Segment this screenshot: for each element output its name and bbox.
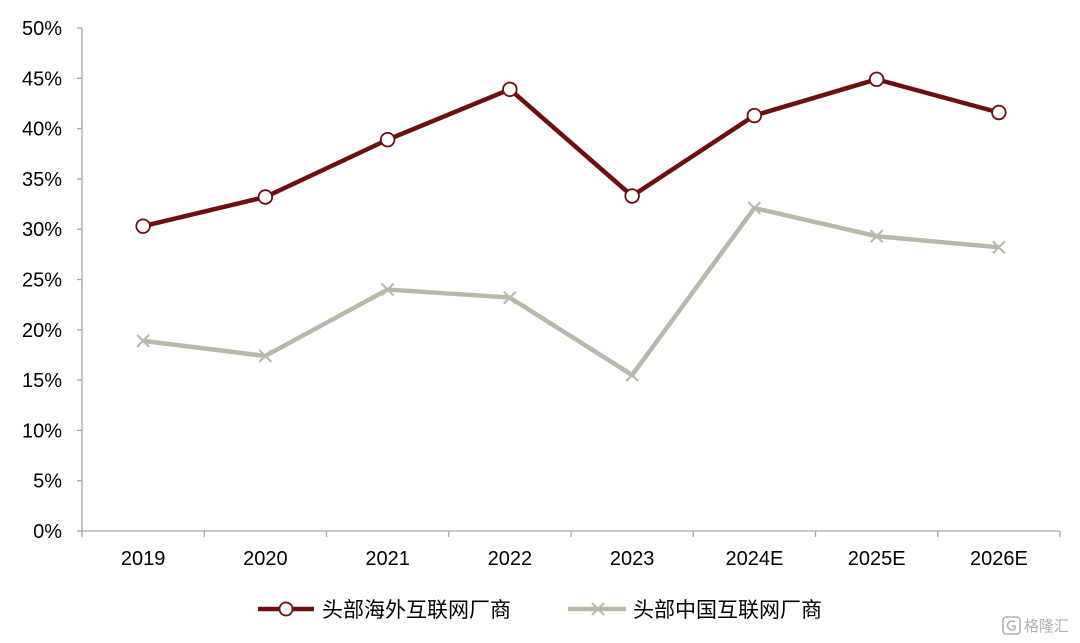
y-tick-label: 30% — [22, 219, 62, 241]
x-tick-label: 2022 — [488, 548, 533, 570]
x-tick-label: 2020 — [243, 548, 288, 570]
legend-item-overseas: 头部海外互联网厂商 — [258, 598, 511, 622]
data-point — [379, 131, 396, 148]
legend-label-overseas: 头部海外互联网厂商 — [322, 598, 511, 622]
watermark-text: 格隆汇 — [1024, 617, 1069, 635]
data-point — [625, 368, 639, 382]
y-tick-label: 0% — [33, 521, 62, 543]
legend-item-china: 头部中国互联网厂商 — [568, 598, 822, 622]
brand-logo-icon — [1002, 616, 1021, 635]
data-point — [991, 104, 1007, 121]
data-point — [503, 290, 517, 305]
data-point — [135, 218, 151, 234]
y-tick-label: 10% — [22, 420, 62, 442]
data-point — [869, 229, 884, 243]
legend-label-china: 头部中国互联网厂商 — [633, 598, 822, 622]
legend-x-marker-icon — [591, 602, 605, 616]
y-tick-label: 25% — [22, 270, 62, 292]
y-axis-labels: 0% 5% 10% 15% 20% 25% 30% 35% 40% 45% 50% — [22, 18, 62, 543]
series-line — [142, 77, 1000, 229]
legend-circle-marker-icon — [278, 601, 294, 617]
data-point — [868, 71, 885, 88]
y-tick-label: 35% — [22, 169, 62, 191]
series-1 — [136, 201, 1006, 382]
y-tick-label: 40% — [22, 119, 62, 141]
data-point — [747, 201, 762, 215]
chart-axes — [77, 27, 1061, 537]
x-tick-label: 2024E — [725, 548, 783, 570]
x-axis-labels: 2019 2020 2021 2022 2023 2024E 2025E 2026E — [121, 548, 1028, 570]
chart-series — [135, 71, 1007, 382]
y-tick-label: 20% — [22, 320, 62, 342]
data-point — [746, 107, 763, 124]
x-tick-label: 2025E — [848, 548, 906, 570]
data-point — [502, 81, 518, 98]
y-tick-label: 15% — [22, 370, 62, 392]
y-tick-label: 5% — [33, 471, 62, 493]
x-tick-label: 2019 — [121, 548, 166, 570]
series-0 — [135, 71, 1007, 234]
data-point — [258, 349, 273, 363]
x-tick-label: 2023 — [610, 548, 655, 570]
y-tick-label: 45% — [22, 68, 62, 90]
x-tick-label: 2021 — [365, 548, 410, 570]
data-point — [992, 240, 1006, 255]
y-tick-label: 50% — [22, 18, 62, 40]
chart-legend: 头部海外互联网厂商 头部中国互联网厂商 — [258, 598, 822, 622]
x-tick-label: 2026E — [970, 548, 1028, 570]
series-line — [142, 205, 1000, 378]
watermark: 格隆汇 — [1002, 616, 1069, 635]
data-point — [624, 188, 640, 204]
data-point — [257, 189, 274, 205]
data-point — [136, 334, 150, 348]
data-point — [380, 282, 395, 297]
